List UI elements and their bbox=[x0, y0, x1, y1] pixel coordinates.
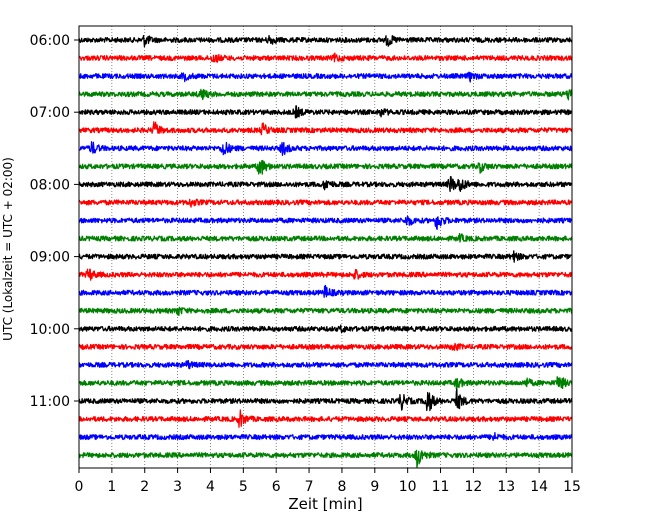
trace-1100 bbox=[78, 388, 573, 412]
x-tick-label-15: 15 bbox=[563, 479, 581, 495]
trace-0630 bbox=[78, 71, 573, 83]
y-tick-label-1100: 11:00 bbox=[30, 394, 70, 410]
x-tick-label-10: 10 bbox=[399, 479, 417, 495]
trace-0600 bbox=[78, 34, 573, 48]
x-tick-label-6: 6 bbox=[272, 479, 281, 495]
x-tick-label-13: 13 bbox=[497, 479, 515, 495]
y-tick-label-0900: 09:00 bbox=[30, 250, 70, 266]
plot-frame bbox=[78, 25, 573, 469]
y-axis-label: UTC (Lokalzeit = UTC + 02:00) bbox=[1, 157, 15, 341]
x-tick-label-4: 4 bbox=[206, 479, 215, 495]
trace-0845 bbox=[78, 233, 573, 243]
x-tick-label-7: 7 bbox=[305, 479, 314, 495]
trace-0645 bbox=[78, 88, 573, 101]
x-tick-label-1: 1 bbox=[107, 479, 116, 495]
trace-0945 bbox=[78, 306, 573, 316]
x-axis: 0 1 2 3 4 5 6 7 8 9 10 11 12 13 14 15 bbox=[75, 468, 581, 495]
y-tick-label-0600: 06:00 bbox=[30, 33, 70, 49]
trace-0815 bbox=[78, 198, 573, 208]
x-tick-label-14: 14 bbox=[530, 479, 548, 495]
trace-1115 bbox=[78, 409, 573, 428]
trace-0715 bbox=[78, 121, 573, 136]
trace-1130 bbox=[78, 432, 573, 441]
trace-0730 bbox=[78, 141, 573, 156]
x-tick-label-8: 8 bbox=[337, 479, 346, 495]
trace-0615 bbox=[78, 52, 573, 63]
trace-1015 bbox=[78, 342, 573, 351]
trace-1000 bbox=[78, 324, 573, 334]
x-axis-label: Zeit [min] bbox=[288, 495, 362, 513]
trace-1145 bbox=[78, 449, 573, 469]
trace-0900 bbox=[78, 250, 573, 263]
x-tick-label-2: 2 bbox=[140, 479, 149, 495]
x-tick-label-9: 9 bbox=[370, 479, 379, 495]
x-tick-label-11: 11 bbox=[432, 479, 450, 495]
trace-group bbox=[78, 34, 573, 469]
y-tick-label-0800: 08:00 bbox=[30, 177, 70, 193]
y-tick-label-1000: 10:00 bbox=[30, 322, 70, 338]
x-tick-label-12: 12 bbox=[464, 479, 482, 495]
trace-0830 bbox=[78, 215, 573, 230]
x-tick-label-3: 3 bbox=[173, 479, 182, 495]
y-axis: 06:00 07:00 08:00 09:00 10:00 11:00 bbox=[30, 33, 79, 410]
trace-0915 bbox=[78, 268, 573, 281]
trace-0930 bbox=[78, 284, 573, 298]
trace-1045 bbox=[78, 376, 573, 390]
x-tick-label-0: 0 bbox=[75, 479, 84, 495]
y-tick-label-0700: 07:00 bbox=[30, 105, 70, 121]
trace-1030 bbox=[78, 360, 573, 370]
trace-0800 bbox=[78, 175, 573, 193]
trace-0700 bbox=[78, 105, 573, 119]
trace-0745 bbox=[78, 159, 573, 175]
x-tick-label-5: 5 bbox=[239, 479, 248, 495]
